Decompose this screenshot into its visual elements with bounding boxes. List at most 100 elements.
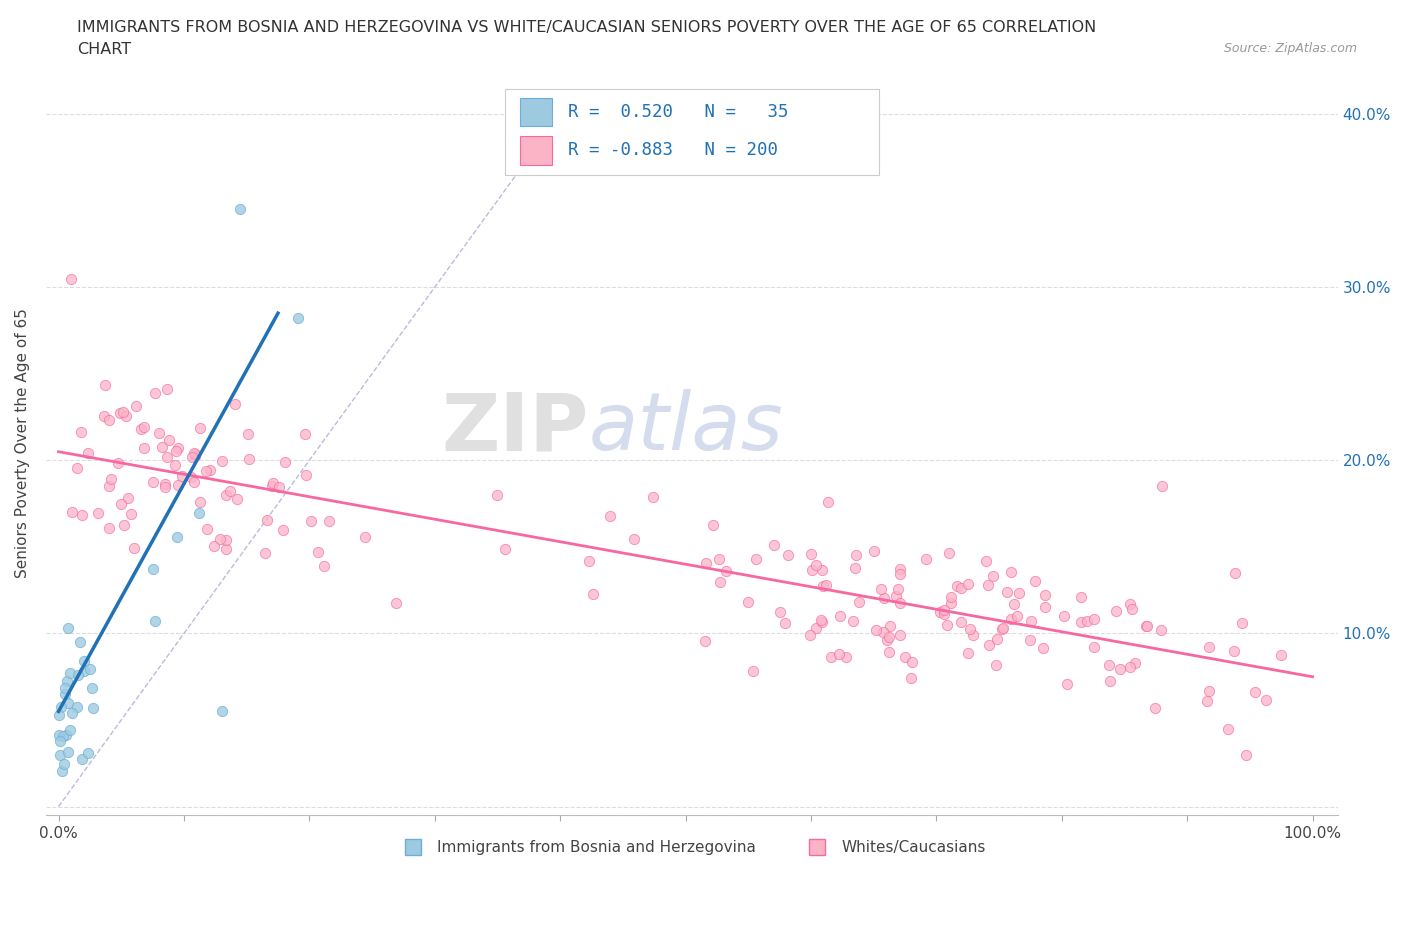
Point: [49, 699, 72, 714]
Point: [53, 681, 76, 696]
Point: [107, 455, 129, 470]
Point: [60, 272, 83, 286]
Point: [976, 578, 998, 592]
Point: [932, 606, 955, 621]
Point: [873, 591, 896, 605]
Point: [229, 202, 252, 217]
Point: [848, 594, 870, 609]
Point: [977, 637, 1000, 652]
Point: [929, 604, 952, 619]
Point: [810, 613, 832, 628]
Point: [238, 451, 260, 466]
Point: [188, 495, 211, 510]
Point: [97, 479, 120, 494]
Point: [318, 513, 340, 528]
Point: [1197, 694, 1219, 709]
Point: [77, 446, 100, 461]
Point: [915, 551, 938, 566]
Point: [889, 627, 911, 642]
Point: [984, 658, 1007, 672]
Point: [66, 699, 89, 714]
Point: [889, 566, 911, 581]
Point: [82, 681, 104, 696]
Point: [993, 620, 1015, 635]
Point: [828, 608, 851, 623]
Point: [180, 470, 202, 485]
Point: [58, 666, 80, 681]
Text: ZIP: ZIP: [441, 389, 589, 467]
Point: [889, 596, 911, 611]
Point: [1070, 590, 1092, 604]
Point: [884, 589, 907, 604]
Point: [1152, 479, 1174, 494]
Point: [1056, 677, 1078, 692]
Point: [817, 495, 839, 510]
Point: [94, 378, 117, 392]
Point: [134, 419, 156, 434]
Point: [936, 618, 959, 632]
Point: [271, 523, 294, 538]
Point: [623, 532, 645, 547]
Point: [1033, 599, 1056, 614]
FancyBboxPatch shape: [505, 89, 879, 175]
Point: [117, 490, 139, 505]
Point: [70, 508, 93, 523]
Point: [145, 385, 167, 400]
Point: [1000, 565, 1022, 579]
Point: [70, 751, 93, 766]
Point: [167, 477, 190, 492]
Point: [599, 509, 621, 524]
Point: [1136, 619, 1159, 634]
Point: [69, 634, 91, 649]
Point: [820, 649, 842, 664]
Point: [844, 561, 866, 576]
Point: [1083, 612, 1105, 627]
Point: [56, 745, 79, 760]
Point: [100, 472, 122, 486]
Point: [986, 631, 1008, 646]
Point: [877, 644, 900, 659]
Text: CHART: CHART: [77, 42, 131, 57]
Point: [939, 590, 962, 604]
Point: [938, 546, 960, 561]
Point: [800, 547, 823, 562]
Point: [1008, 585, 1031, 600]
Point: [215, 487, 238, 502]
Point: [53, 757, 76, 772]
Point: [974, 553, 997, 568]
Point: [763, 538, 786, 552]
Point: [828, 647, 851, 662]
Point: [195, 464, 218, 479]
Point: [582, 586, 605, 601]
Point: [287, 311, 309, 325]
Point: [1243, 684, 1265, 699]
Point: [1076, 614, 1098, 629]
Point: [702, 517, 724, 532]
Point: [889, 562, 911, 577]
Point: [66, 668, 89, 683]
Text: R =  0.520   N =   35: R = 0.520 N = 35: [568, 102, 789, 121]
Point: [879, 618, 901, 633]
Point: [1104, 604, 1126, 618]
Point: [224, 396, 246, 411]
Point: [152, 439, 174, 454]
Point: [195, 521, 218, 536]
Point: [200, 462, 222, 477]
Point: [957, 645, 980, 660]
Point: [950, 615, 973, 630]
Point: [769, 604, 792, 619]
Point: [110, 405, 132, 420]
Point: [804, 558, 827, 573]
Point: [842, 614, 865, 629]
Point: [1098, 658, 1121, 672]
Point: [53, 686, 76, 701]
Point: [156, 449, 179, 464]
Point: [112, 518, 135, 533]
Point: [1018, 633, 1040, 648]
Point: [165, 444, 187, 458]
Y-axis label: Seniors Poverty Over the Age of 65: Seniors Poverty Over the Age of 65: [15, 308, 30, 578]
Point: [209, 531, 232, 546]
Point: [695, 555, 717, 570]
Point: [811, 615, 834, 630]
Point: [73, 663, 96, 678]
